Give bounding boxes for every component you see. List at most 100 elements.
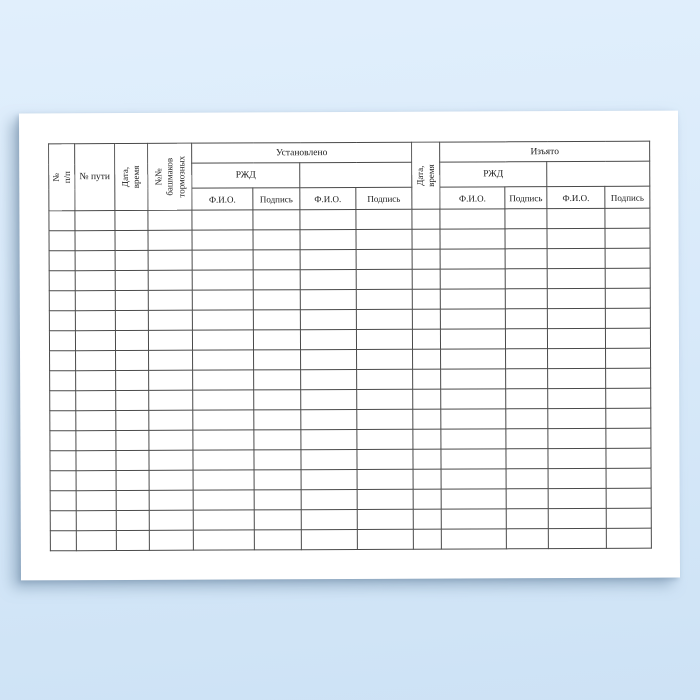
empty-cell xyxy=(548,528,607,549)
empty-cell xyxy=(191,209,253,231)
empty-cell xyxy=(75,270,116,291)
empty-cell xyxy=(547,248,606,269)
empty-cell xyxy=(547,328,606,349)
empty-cell xyxy=(254,489,302,510)
empty-cell xyxy=(192,409,254,431)
empty-cell xyxy=(505,368,548,389)
empty-cell xyxy=(605,368,651,389)
empty-cell xyxy=(114,230,149,251)
header-row-number-label: № п/п xyxy=(50,171,72,184)
empty-cell xyxy=(412,409,441,430)
header-other-org-removed-empty xyxy=(546,161,650,187)
header-brake-shoe-numbers-label: №№ башмаков тормозных xyxy=(152,155,186,198)
empty-cell xyxy=(254,509,302,530)
empty-cell xyxy=(299,209,356,230)
empty-cell xyxy=(505,348,548,369)
header-track-number: № пути xyxy=(74,143,115,211)
empty-cell xyxy=(300,409,357,430)
empty-cell xyxy=(115,370,149,391)
empty-row xyxy=(49,388,651,411)
empty-cell xyxy=(254,469,302,490)
empty-cell xyxy=(606,528,652,549)
empty-cell xyxy=(441,488,507,510)
empty-cell xyxy=(505,308,548,329)
empty-cell xyxy=(300,269,357,290)
empty-cell xyxy=(116,530,150,551)
empty-cell xyxy=(356,309,413,330)
empty-cell xyxy=(115,270,149,291)
empty-cell xyxy=(412,349,441,370)
empty-cell xyxy=(300,449,358,470)
empty-cell xyxy=(357,529,414,550)
empty-cell xyxy=(253,249,301,270)
empty-cell xyxy=(74,210,115,231)
empty-cell xyxy=(75,430,116,451)
brake-shoe-register-table: № п/п № пути Дата, время №№ башмаков тор… xyxy=(48,141,652,552)
empty-cell xyxy=(253,409,301,430)
header-rzd-installed: РЖД xyxy=(191,162,300,189)
empty-cell xyxy=(148,370,193,391)
empty-cell xyxy=(355,209,413,230)
empty-cell xyxy=(440,428,506,450)
empty-cell xyxy=(193,489,255,511)
empty-cell xyxy=(149,530,194,551)
empty-cell xyxy=(76,510,117,531)
header-fio-3: Ф.И.О. xyxy=(439,186,505,210)
empty-cell xyxy=(193,469,255,491)
empty-cell xyxy=(49,250,76,271)
empty-cell xyxy=(148,390,193,411)
empty-cell xyxy=(504,208,548,229)
empty-cell xyxy=(548,508,607,529)
empty-row xyxy=(49,448,652,471)
empty-cell xyxy=(114,210,148,231)
empty-row xyxy=(49,408,651,431)
empty-cell xyxy=(147,230,193,251)
table-body xyxy=(48,208,652,551)
empty-cell xyxy=(440,228,506,250)
empty-cell xyxy=(148,270,193,291)
empty-cell xyxy=(49,330,76,351)
empty-cell xyxy=(149,490,194,511)
empty-cell xyxy=(192,389,254,411)
empty-cell xyxy=(356,429,413,450)
empty-cell xyxy=(49,290,76,311)
empty-cell xyxy=(547,268,606,289)
empty-cell xyxy=(605,308,651,329)
empty-cell xyxy=(50,530,77,551)
empty-cell xyxy=(253,389,301,410)
empty-cell xyxy=(355,229,413,250)
empty-cell xyxy=(440,288,506,310)
empty-cell xyxy=(440,268,506,290)
empty-cell xyxy=(356,389,413,410)
empty-cell xyxy=(439,208,506,230)
empty-row xyxy=(48,228,651,251)
empty-cell xyxy=(356,249,413,270)
empty-cell xyxy=(149,470,194,491)
empty-cell xyxy=(254,529,302,550)
empty-cell xyxy=(252,209,300,230)
empty-row xyxy=(50,468,652,491)
empty-cell xyxy=(441,468,507,490)
empty-cell xyxy=(606,508,652,529)
empty-cell xyxy=(441,528,507,550)
empty-cell xyxy=(75,390,116,411)
empty-cell xyxy=(506,528,549,549)
empty-cell xyxy=(440,308,506,330)
empty-cell xyxy=(192,309,254,331)
empty-cell xyxy=(76,470,117,491)
empty-cell xyxy=(605,328,651,349)
empty-cell xyxy=(300,289,357,310)
empty-cell xyxy=(76,490,117,511)
empty-cell xyxy=(440,248,506,270)
empty-cell xyxy=(300,249,357,270)
empty-cell xyxy=(547,228,606,249)
empty-cell xyxy=(605,428,651,449)
empty-cell xyxy=(115,410,149,431)
empty-cell xyxy=(49,430,76,451)
empty-cell xyxy=(115,430,149,451)
empty-cell xyxy=(356,289,413,310)
empty-cell xyxy=(75,250,116,271)
empty-cell xyxy=(357,509,414,530)
empty-cell xyxy=(252,229,301,250)
